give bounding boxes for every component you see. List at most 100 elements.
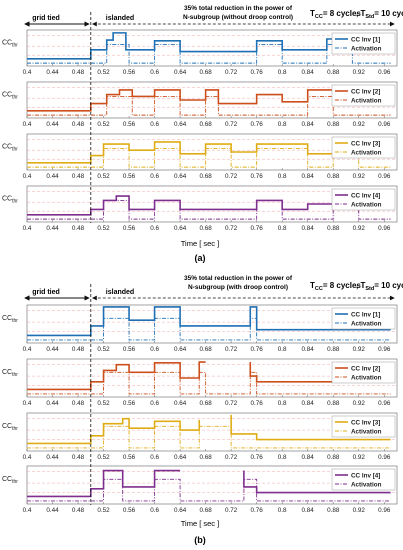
x-tick-label: 0.72 (225, 173, 238, 180)
x-tick-label: 0.84 (302, 69, 315, 76)
x-tick-label: 0.44 (46, 225, 59, 232)
x-tick-label: 0.44 (46, 346, 59, 353)
legend-activation-label: Activation (351, 202, 382, 209)
x-tick-label: 0.48 (72, 69, 85, 76)
panel-a-region-left-label: grid tied (32, 15, 60, 22)
legend-cc-label: CC Inv [3] (351, 141, 380, 148)
x-tick-label: 0.8 (278, 454, 287, 461)
y-axis-label: CCthr (2, 143, 18, 152)
x-tick-label: 0.8 (278, 121, 287, 128)
legend: CC Inv [4] Activation (331, 188, 396, 211)
x-tick-label: 0.72 (225, 507, 238, 514)
x-tick-label: 0.84 (302, 454, 315, 461)
x-tick-label: 0.92 (353, 121, 366, 128)
panel-a-tstd-label: , TStd= 10 cycles (356, 9, 403, 20)
x-tick-label: 0.68 (199, 400, 212, 407)
panel-b-caption: (b) (194, 535, 206, 545)
cc-series-line (243, 470, 391, 494)
x-tick-label: 0.88 (327, 400, 340, 407)
x-tick-label: 0.56 (123, 454, 136, 461)
x-tick-label: 0.52 (97, 69, 110, 76)
panel-a-xlabel: Time [ sec ] (181, 239, 219, 248)
x-tick-label: 0.76 (251, 400, 264, 407)
panel-a-note-line1: 35% total reduction in the power of (184, 5, 293, 12)
legend: CC Inv [1] Activation (331, 32, 396, 55)
x-tick-label: 0.76 (251, 346, 264, 353)
legend: CC Inv [2] Activation (331, 84, 396, 107)
y-axis-label: CCthr (2, 195, 18, 204)
x-tick-label: 0.8 (278, 507, 287, 514)
legend-cc-label: CC Inv [2] (351, 366, 380, 373)
x-tick-label: 0.76 (251, 507, 264, 514)
x-tick-label: 0.88 (327, 454, 340, 461)
x-tick-label: 0.76 (251, 69, 264, 76)
x-tick-label: 0.64 (174, 225, 187, 232)
subplot-axes-box (26, 185, 398, 223)
activation-series-line (27, 95, 391, 116)
x-tick-label: 0.52 (97, 346, 110, 353)
panel-b-region-left-label: grid tied (32, 289, 60, 296)
x-tick-label: 0.6 (150, 454, 159, 461)
x-tick-label: 0.4 (23, 121, 32, 128)
panel-b-tstd-label: , TStd= 10 cycles (356, 281, 403, 292)
x-tick-label: 0.76 (251, 173, 264, 180)
panel-a-caption: (a) (195, 253, 206, 263)
x-tick-label: 0.72 (225, 225, 238, 232)
x-tick-label: 0.88 (327, 173, 340, 180)
x-tick-label: 0.6 (150, 69, 159, 76)
legend-activation-label: Activation (351, 375, 382, 382)
panel-b-note-line2: N-subgroup (with droop control) (188, 284, 288, 291)
x-tick-label: 0.68 (199, 507, 212, 514)
x-tick-label: 0.44 (46, 454, 59, 461)
y-axis-label: CCthr (2, 39, 18, 48)
x-tick-label: 0.44 (46, 173, 59, 180)
legend: CC Inv [3] Activation (331, 136, 396, 159)
x-tick-label: 0.48 (72, 225, 85, 232)
x-tick-label: 0.92 (353, 346, 366, 353)
x-tick-label: 0.92 (353, 173, 366, 180)
panel-a-region-right-label: islanded (106, 15, 134, 22)
x-tick-label: 0.6 (150, 225, 159, 232)
x-tick-label: 0.72 (225, 454, 238, 461)
x-tick-label: 0.72 (225, 346, 238, 353)
x-tick-label: 0.48 (72, 400, 85, 407)
legend-activation-label: Activation (351, 429, 382, 436)
subplot-2: 0.4 0.44 0.48 0.52 0.56 0.6 0.64 0.68 0.72 0.76 0.… (2, 358, 398, 407)
panel-b-region-right-label: islanded (106, 289, 134, 296)
x-tick-label: 0.4 (23, 69, 32, 76)
x-tick-label: 0.52 (97, 121, 110, 128)
subplot-axes-box (26, 133, 398, 171)
x-tick-label: 0.48 (72, 454, 85, 461)
x-tick-label: 0.64 (174, 69, 187, 76)
y-axis-label: CCthr (2, 476, 18, 485)
x-tick-label: 0.4 (23, 225, 32, 232)
x-tick-label: 0.56 (123, 346, 136, 353)
x-tick-label: 0.64 (174, 507, 187, 514)
x-tick-label: 0.96 (378, 121, 391, 128)
x-tick-label: 0.4 (23, 346, 32, 353)
panel-a-note-line2: N-subgroup (without droop control) (183, 14, 293, 21)
x-tick-label: 0.4 (23, 173, 32, 180)
x-tick-label: 0.6 (150, 346, 159, 353)
legend-activation-label: Activation (351, 150, 382, 157)
x-tick-label: 0.84 (302, 121, 315, 128)
x-tick-label: 0.64 (174, 121, 187, 128)
x-tick-label: 0.6 (150, 121, 159, 128)
legend-activation-label: Activation (351, 321, 382, 328)
x-tick-label: 0.68 (199, 454, 212, 461)
subplot-1: 0.4 0.44 0.48 0.52 0.56 0.6 0.64 0.68 0.72 0.76 0.… (2, 29, 398, 76)
legend: CC Inv [3] Activation (331, 415, 396, 438)
subplot-axes-box (26, 412, 398, 452)
subplot-1: 0.4 0.44 0.48 0.52 0.56 0.6 0.64 0.68 0.72 0.76 0.… (2, 304, 398, 353)
subplot-axes-box (26, 465, 398, 505)
x-tick-label: 0.64 (174, 173, 187, 180)
x-tick-label: 0.96 (378, 69, 391, 76)
x-tick-label: 0.56 (123, 173, 136, 180)
x-tick-label: 0.96 (378, 507, 391, 514)
subplot-4: 0.4 0.44 0.48 0.52 0.56 0.6 0.64 0.68 0.72 0.76 0.… (2, 465, 398, 514)
x-tick-label: 0.8 (278, 225, 287, 232)
subplot-2: 0.4 0.44 0.48 0.52 0.56 0.6 0.64 0.68 0.72 0.76 0.… (2, 81, 398, 128)
x-tick-label: 0.52 (97, 173, 110, 180)
x-tick-label: 0.92 (353, 225, 366, 232)
